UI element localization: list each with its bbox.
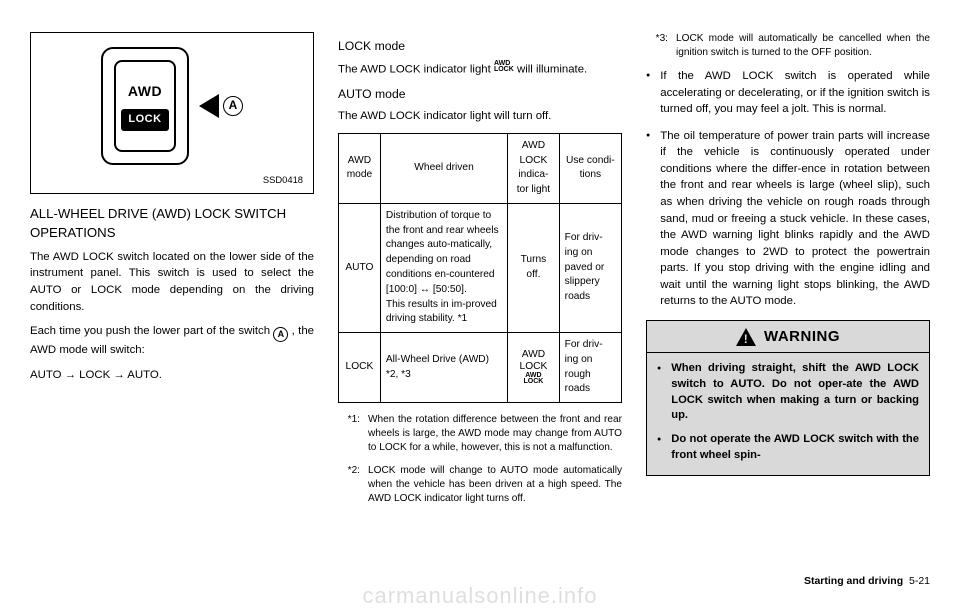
- list-item: If the AWD LOCK switch is operated while…: [646, 68, 930, 118]
- warning-body: When driving straight, shift the AWD LOC…: [647, 353, 929, 475]
- paragraph: The AWD LOCK switch located on the lower…: [30, 249, 314, 315]
- column-1: AWD LOCK A SSD0418 ALL-WHEEL DRIVE (AWD)…: [30, 32, 314, 514]
- th-indicator: AWD LOCK indica-tor light: [508, 133, 560, 203]
- paragraph: Each time you push the lower part of the…: [30, 323, 314, 359]
- column-3: *3: LOCK mode will automatically be canc…: [646, 32, 930, 514]
- footnote-text: LOCK mode will automatically be cancelle…: [676, 32, 930, 60]
- paragraph: The AWD LOCK indicator light AWDLOCK wil…: [338, 61, 622, 78]
- footnote-row: *1: When the rotation difference between…: [338, 413, 622, 455]
- paragraph: The AWD LOCK indicator light will turn o…: [338, 108, 622, 125]
- footnote-label: *3:: [646, 32, 668, 60]
- callout-marker-a: A: [223, 96, 243, 116]
- cell-use: For driv-ing on rough roads: [559, 333, 621, 403]
- awd-lock-indicator-icon: LOCK: [513, 378, 554, 386]
- switch-awd-label: AWD: [128, 81, 162, 101]
- cell-use: For driv-ing on paved or slippery roads: [559, 203, 621, 332]
- list-item-text: The oil temperature of power train parts…: [660, 128, 930, 310]
- indicator-stack: AWD LOCK AWD LOCK: [513, 349, 554, 387]
- inline-marker-a: A: [273, 327, 288, 342]
- cell-mode: LOCK: [339, 333, 381, 403]
- cell-indicator: AWD LOCK AWD LOCK: [508, 333, 560, 403]
- awd-mode-table: AWD mode Wheel driven AWD LOCK indica-to…: [338, 133, 622, 404]
- callout-arrow-group: A: [199, 94, 243, 118]
- list-item-text: If the AWD LOCK switch is operated while…: [660, 68, 930, 118]
- cell-driven: Distribution of torque to the front and …: [380, 203, 507, 332]
- list-item-text: Do not operate the AWD LOCK switch with …: [671, 432, 919, 463]
- th-mode: AWD mode: [339, 133, 381, 203]
- page-columns: AWD LOCK A SSD0418 ALL-WHEEL DRIVE (AWD)…: [0, 0, 960, 530]
- figure-awd-switch: AWD LOCK A SSD0418: [30, 32, 314, 194]
- footnote-row: *3: LOCK mode will automatically be canc…: [646, 32, 930, 60]
- warning-box: WARNING When driving straight, shift the…: [646, 320, 930, 477]
- awd-lock-indicator-icon: AWDLOCK: [494, 61, 514, 74]
- text-fragment: Each time you push the lower part of the…: [30, 325, 273, 337]
- list-item: The oil temperature of power train parts…: [646, 128, 930, 310]
- bullet-list: If the AWD LOCK switch is operated while…: [646, 68, 930, 309]
- footnote-text: LOCK mode will change to AUTO mode autom…: [368, 464, 622, 506]
- paragraph: AUTO → LOCK → AUTO.: [30, 367, 314, 384]
- footnotes: *1: When the rotation difference between…: [338, 413, 622, 506]
- cell-driven: All-Wheel Drive (AWD) *2, *3: [380, 333, 507, 403]
- indicator-text: AWD LOCK: [520, 349, 548, 372]
- section-heading-awd-lock: ALL-WHEEL DRIVE (AWD) LOCK SWITCH OPERAT…: [30, 204, 314, 242]
- th-wheel-driven: Wheel driven: [380, 133, 507, 203]
- footnote-label: *1:: [338, 413, 360, 455]
- text-fragment: The AWD LOCK indicator light: [338, 63, 494, 75]
- text-fragment: will illuminate.: [514, 63, 587, 75]
- footnote-text: When the rotation difference between the…: [368, 413, 622, 455]
- warning-header: WARNING: [647, 321, 929, 354]
- warning-title: WARNING: [764, 326, 840, 348]
- column-2: LOCK mode The AWD LOCK indicator light A…: [338, 32, 622, 514]
- warning-list: When driving straight, shift the AWD LOC…: [657, 361, 919, 463]
- footnotes: *3: LOCK mode will automatically be canc…: [646, 32, 930, 60]
- watermark: carmanualsonline.info: [0, 583, 960, 609]
- th-use: Use condi-tions: [559, 133, 621, 203]
- footnote-row: *2: LOCK mode will change to AUTO mode a…: [338, 464, 622, 506]
- table-row: LOCK All-Wheel Drive (AWD) *2, *3 AWD LO…: [339, 333, 622, 403]
- list-item: Do not operate the AWD LOCK switch with …: [657, 432, 919, 463]
- list-item-text: When driving straight, shift the AWD LOC…: [671, 361, 919, 424]
- subheading-auto-mode: AUTO mode: [338, 86, 622, 104]
- figure-caption: SSD0418: [41, 173, 303, 187]
- warning-triangle-icon: [736, 328, 756, 346]
- switch-inner: AWD LOCK: [114, 60, 176, 152]
- switch-lock-label: LOCK: [121, 109, 168, 131]
- subheading-lock-mode: LOCK mode: [338, 38, 622, 56]
- table-header-row: AWD mode Wheel driven AWD LOCK indica-to…: [339, 133, 622, 203]
- cell-mode: AUTO: [339, 203, 381, 332]
- table-row: AUTO Distribution of torque to the front…: [339, 203, 622, 332]
- switch-outer-frame: AWD LOCK: [101, 47, 189, 165]
- cell-indicator: Turns off.: [508, 203, 560, 332]
- figure-inner: AWD LOCK A: [41, 47, 303, 165]
- footnote-label: *2:: [338, 464, 360, 506]
- arrow-left-icon: [199, 94, 219, 118]
- list-item: When driving straight, shift the AWD LOC…: [657, 361, 919, 424]
